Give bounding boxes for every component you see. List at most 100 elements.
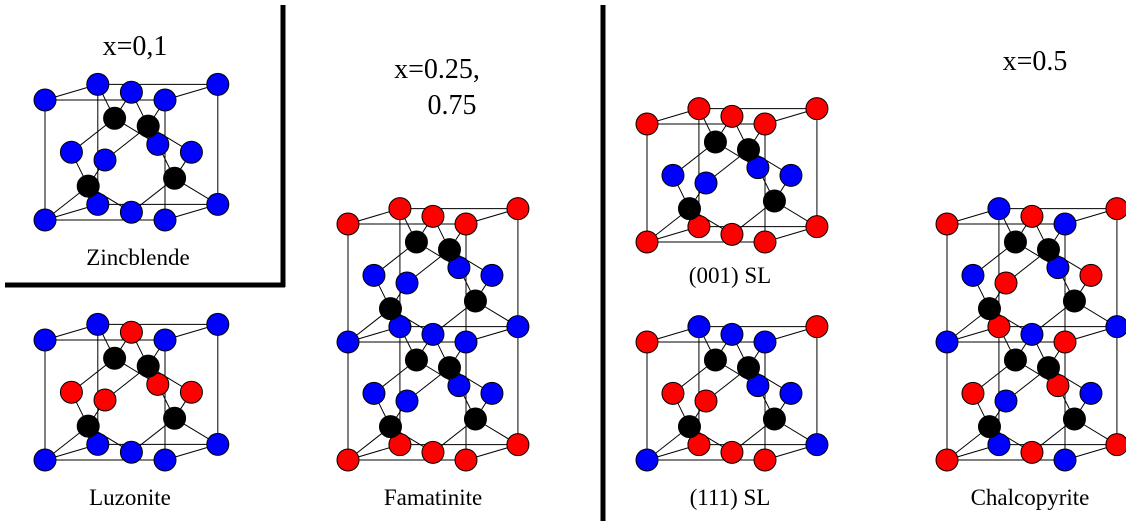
atom — [455, 213, 477, 235]
atom — [962, 382, 984, 404]
atom — [164, 407, 186, 429]
atom — [207, 433, 229, 455]
atom — [636, 449, 658, 471]
atom — [704, 349, 726, 371]
atom — [120, 81, 142, 103]
atom — [507, 316, 529, 338]
atom — [763, 408, 785, 430]
atom — [978, 298, 1000, 320]
atom — [936, 449, 958, 471]
structure-name: Famatinite — [384, 485, 482, 510]
atom — [721, 441, 743, 463]
atom — [763, 190, 785, 212]
atom — [154, 89, 176, 111]
atom — [507, 434, 529, 456]
atom — [1037, 239, 1059, 261]
atom — [422, 441, 444, 463]
atom — [636, 231, 658, 253]
atom — [780, 382, 802, 404]
atom — [754, 449, 776, 471]
atom — [438, 357, 460, 379]
atom — [704, 131, 726, 153]
atom — [1106, 316, 1126, 338]
atom — [678, 198, 700, 220]
atom — [455, 331, 477, 353]
atom — [688, 98, 710, 120]
crystal-cells — [34, 73, 1126, 471]
atom — [60, 381, 82, 403]
atom — [988, 198, 1010, 220]
atom — [936, 213, 958, 235]
atom — [34, 209, 56, 231]
diagram: x=0,1 x=0.25, 0.75 x=0.5 Zincblende Luzo… — [0, 0, 1126, 521]
atom — [1063, 290, 1085, 312]
atom — [87, 73, 109, 95]
atom — [1021, 323, 1043, 345]
atom — [1080, 382, 1102, 404]
atom — [180, 141, 202, 163]
atom — [379, 298, 401, 320]
heading: x=0,1 — [103, 31, 168, 62]
heading: x=0.5 — [1003, 46, 1068, 77]
atom — [662, 382, 684, 404]
atom — [754, 113, 776, 135]
atom — [995, 272, 1017, 294]
atom — [507, 198, 529, 220]
atom — [1054, 449, 1076, 471]
atom — [396, 390, 418, 412]
atom — [34, 329, 56, 351]
atom — [806, 316, 828, 338]
atom — [678, 416, 700, 438]
atom — [806, 98, 828, 120]
heading: x=0.25, — [394, 54, 480, 85]
atom — [662, 164, 684, 186]
atom — [60, 141, 82, 163]
atom — [754, 231, 776, 253]
atom — [737, 357, 759, 379]
atom — [154, 449, 176, 471]
atom — [481, 264, 503, 286]
atom — [337, 213, 359, 235]
atom — [77, 175, 99, 197]
structure-name: Zincblende — [86, 245, 189, 270]
atom — [695, 390, 717, 412]
atom — [1021, 441, 1043, 463]
atom — [104, 107, 126, 129]
atom — [94, 149, 116, 171]
atom — [455, 449, 477, 471]
atom — [695, 172, 717, 194]
atom — [721, 223, 743, 245]
atom — [207, 193, 229, 215]
atom — [120, 321, 142, 343]
atom — [396, 272, 418, 294]
atom — [464, 290, 486, 312]
atom — [754, 331, 776, 353]
heading: 0.75 — [428, 90, 477, 121]
atom — [1037, 357, 1059, 379]
atom — [1054, 213, 1076, 235]
atom — [737, 139, 759, 161]
atom — [34, 89, 56, 111]
atom — [94, 389, 116, 411]
structure-name: Luzonite — [89, 485, 171, 510]
atom — [337, 331, 359, 353]
atom — [422, 323, 444, 345]
atom — [137, 355, 159, 377]
atom — [207, 313, 229, 335]
atom — [481, 382, 503, 404]
structure-name: Chalcopyrite — [971, 485, 1090, 510]
atom — [154, 329, 176, 351]
atom — [978, 416, 1000, 438]
atom — [389, 198, 411, 220]
atom — [207, 73, 229, 95]
atom — [104, 347, 126, 369]
atom — [405, 231, 427, 253]
atom — [77, 415, 99, 437]
atom — [1004, 349, 1026, 371]
atom — [1054, 331, 1076, 353]
atom — [806, 434, 828, 456]
atom — [1021, 205, 1043, 227]
atom — [1106, 198, 1126, 220]
structure-name: (111) SL — [690, 485, 771, 510]
atom — [87, 313, 109, 335]
